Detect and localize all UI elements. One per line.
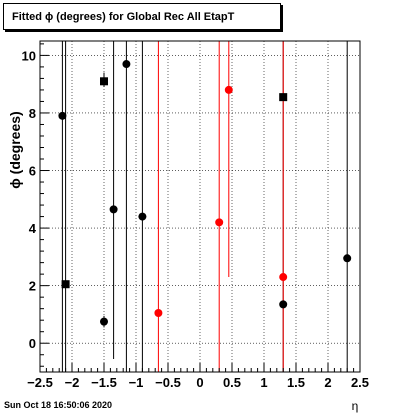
data-point-circle: [279, 273, 288, 282]
x-tick-label: −2: [65, 375, 80, 390]
y-tick-label: 10: [22, 48, 36, 63]
x-tick-label: −1.5: [91, 375, 117, 390]
y-tick-label: 4: [29, 221, 37, 236]
data-point-square: [100, 77, 108, 86]
data-point-square: [279, 93, 288, 102]
x-tick-label: −1: [129, 375, 144, 390]
data-point-circle: [109, 205, 118, 214]
y-tick-label: 8: [29, 106, 36, 121]
data-point-circle: [224, 85, 233, 94]
data-point-circle: [138, 212, 147, 221]
x-tick-label: 2.5: [351, 375, 369, 390]
data-point-circle: [154, 308, 163, 317]
x-tick-label: −2.5: [27, 375, 53, 390]
data-point-circle: [215, 218, 224, 227]
data-point-circle: [343, 254, 352, 263]
x-tick-label: 2: [324, 375, 331, 390]
data-point-circle: [279, 300, 288, 309]
footer-timestamp: Sun Oct 18 16:50:06 2020: [4, 400, 113, 410]
tick-labels-layer: −2.5 −2 −1.5 −1 −0.5 0 0.5 1 1.5 2 2.5 0 2 4 6 8 10: [22, 48, 370, 390]
x-tick-label: 0: [196, 375, 203, 390]
grid-layer: [39, 41, 361, 372]
x-tick-label: 1.5: [287, 375, 305, 390]
x-tick-label: 1: [260, 375, 267, 390]
data-point-circle: [58, 111, 67, 120]
data-point-circle: [122, 60, 131, 69]
ticks-layer: [39, 43, 361, 372]
y-axis-label: ϕ (degrees): [7, 111, 23, 188]
error-bars-layer: [61, 41, 348, 372]
data-point-circle: [100, 317, 108, 326]
x-tick-label: −0.5: [155, 375, 181, 390]
x-tick-label: 0.5: [223, 375, 241, 390]
y-tick-label: 6: [29, 164, 36, 179]
y-tick-label: 2: [29, 279, 36, 294]
data-point-square: [61, 280, 70, 289]
y-tick-label: 0: [29, 336, 36, 351]
chart-title: Fitted ϕ (degrees) for Global Rec All Et…: [3, 3, 281, 30]
x-axis-label: η: [352, 399, 359, 413]
markers-layer: [58, 60, 352, 326]
